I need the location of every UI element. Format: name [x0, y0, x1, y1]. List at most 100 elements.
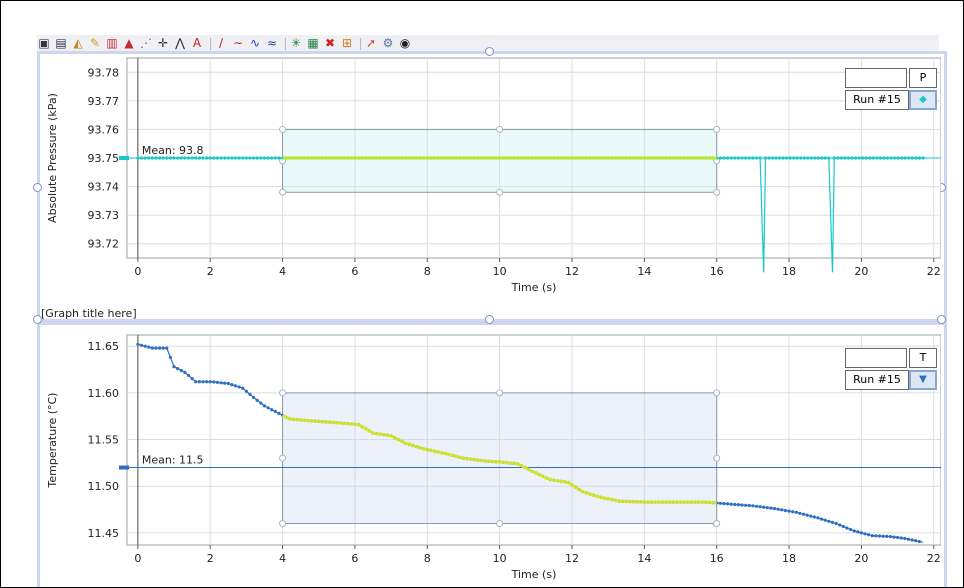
selection-handle[interactable] — [496, 389, 504, 397]
data-point — [143, 344, 147, 348]
chart-icon[interactable]: ▣ — [38, 36, 50, 50]
crosshair-icon[interactable]: ✛ — [157, 36, 169, 50]
data-point — [799, 156, 803, 160]
data-point — [270, 408, 274, 412]
pin-icon[interactable]: ➚ — [365, 36, 377, 50]
delete-icon[interactable]: ✖ — [324, 36, 336, 50]
data-point — [722, 156, 726, 160]
data-point — [248, 392, 252, 396]
selection-handle[interactable] — [713, 125, 721, 133]
selection-handle[interactable] — [713, 389, 721, 397]
gear-icon[interactable]: ⚙ — [382, 36, 394, 50]
selection-region — [282, 128, 718, 193]
eye-icon[interactable]: ◉ — [399, 36, 411, 50]
legend-name-box[interactable] — [845, 68, 907, 88]
data-point — [795, 156, 799, 160]
selection-handle[interactable] — [279, 389, 287, 397]
legend-name-box[interactable] — [845, 348, 907, 368]
pencil-icon[interactable]: ✎ — [89, 36, 101, 50]
star-icon[interactable]: ✳ — [290, 36, 302, 50]
pressure-graph[interactable]: 0 2 4 6 8 10 12 14 16 18 20 22 93.72 93.73 93.74 93.75 9… — [41, 53, 941, 303]
selection-handle[interactable] — [279, 454, 287, 462]
selection-handle[interactable] — [713, 188, 721, 196]
temperature-graph[interactable]: 0 2 4 6 8 10 12 14 16 18 20 22 11.45 11.50 11.55 11.60 1… — [41, 325, 941, 587]
x-tick-label: 14 — [637, 265, 651, 278]
data-point — [906, 537, 911, 541]
data-point — [863, 532, 867, 536]
data-point — [186, 156, 191, 160]
data-point — [176, 367, 180, 371]
data-point — [208, 380, 212, 384]
data-point — [186, 373, 191, 377]
grid-icon[interactable]: ▦ — [307, 36, 319, 50]
x-tick-label: 10 — [493, 265, 507, 278]
graph-bottom-handle-left[interactable] — [33, 315, 42, 324]
x-tick-label: 4 — [279, 552, 286, 565]
data-point — [773, 507, 777, 511]
selection-handle[interactable] — [496, 188, 504, 196]
data-point — [215, 380, 219, 384]
data-point — [917, 539, 921, 544]
data-point — [259, 401, 263, 405]
graph-title[interactable]: [Graph title here] — [41, 307, 137, 320]
graph-top-handle-left[interactable] — [33, 183, 42, 192]
y-axis-title: Absolute Pressure (kPa) — [46, 93, 59, 223]
sensor-icon[interactable]: ▥ — [106, 36, 118, 50]
data-point — [726, 156, 730, 160]
peak-icon[interactable]: ⋀ — [175, 36, 185, 50]
data-point — [266, 156, 270, 160]
selection-handle[interactable] — [279, 520, 287, 528]
data-point — [165, 156, 169, 160]
selection-handle[interactable] — [496, 520, 504, 528]
scatter-icon[interactable]: ⋰ — [140, 36, 152, 50]
data-point — [223, 381, 227, 385]
triangle-icon[interactable]: ▲ — [124, 36, 134, 50]
data-point — [255, 398, 259, 402]
selection-handle[interactable] — [279, 125, 287, 133]
selection-handle[interactable] — [713, 520, 721, 528]
selection-handle[interactable] — [496, 125, 504, 133]
selection-handle[interactable] — [279, 188, 287, 196]
y-tick-label: 11.50 — [88, 480, 120, 493]
data-point — [836, 156, 840, 160]
data-point — [893, 156, 897, 160]
data-point — [262, 404, 267, 408]
data-point — [859, 531, 864, 535]
data-point — [161, 346, 165, 350]
slope-icon[interactable]: ∕ — [218, 36, 224, 50]
graph-bottom-handle-right[interactable] — [937, 315, 946, 324]
data-point — [219, 156, 223, 160]
data-point — [852, 529, 856, 533]
text-icon[interactable]: A — [192, 36, 202, 50]
data-point — [147, 156, 151, 160]
graph-top-handle-top[interactable] — [485, 47, 494, 56]
y-tick-label: 93.75 — [88, 152, 120, 165]
data-point — [813, 156, 817, 160]
mean-label: Mean: 11.5 — [142, 454, 204, 467]
data-point — [277, 156, 281, 160]
data-point — [266, 406, 270, 410]
fit-curve-icon[interactable]: ≈ — [266, 36, 278, 50]
data-point — [850, 156, 854, 160]
x-tick-label: 8 — [424, 265, 431, 278]
split-icon[interactable]: ⊞ — [341, 36, 353, 50]
data-point — [226, 156, 230, 160]
curve-icon[interactable]: ∼ — [232, 36, 244, 50]
fill-icon[interactable]: ◭ — [73, 36, 83, 50]
x-tick-label: 20 — [854, 552, 868, 565]
graph-bottom-handle-top[interactable] — [485, 315, 494, 324]
data-point — [827, 156, 831, 160]
x-tick-label: 2 — [207, 265, 214, 278]
y-tick-label: 93.72 — [88, 238, 120, 251]
mean-marker — [119, 465, 129, 470]
fit-line-icon[interactable]: ∿ — [249, 36, 261, 50]
table-icon[interactable]: ▤ — [55, 36, 67, 50]
selection-handle[interactable] — [713, 454, 721, 462]
data-point — [889, 156, 893, 160]
data-point — [861, 156, 865, 160]
data-point — [820, 517, 824, 521]
data-point — [722, 502, 726, 506]
legend-symbol-icon[interactable]: ◆ — [909, 90, 937, 110]
legend-symbol-icon[interactable]: ▼ — [909, 370, 937, 390]
data-point — [194, 156, 198, 160]
